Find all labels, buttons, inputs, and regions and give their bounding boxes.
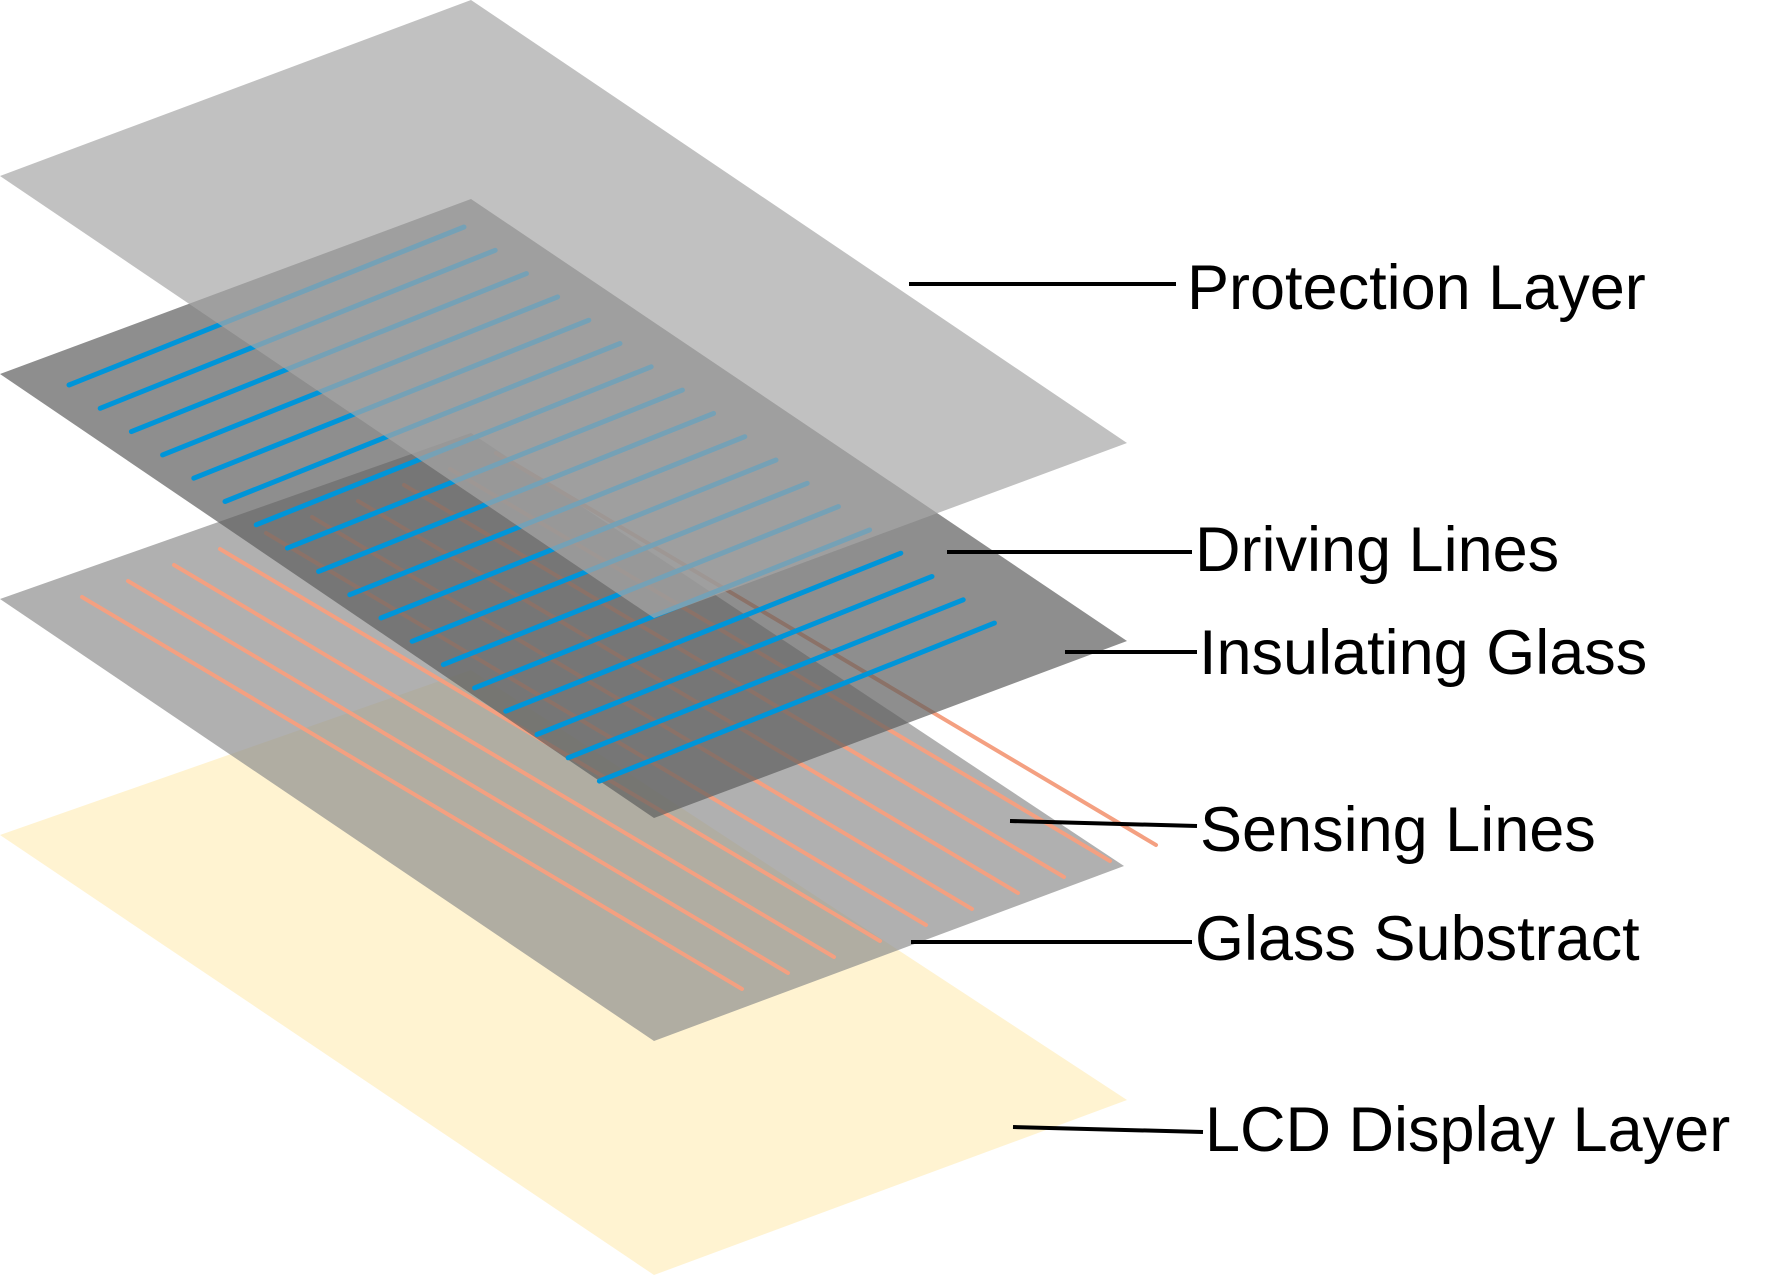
driving-line (565, 597, 966, 761)
insulating-glass-label: Insulating Glass (1199, 618, 1647, 688)
lcd-display-layer-label: LCD Display Layer (1205, 1095, 1730, 1165)
glass-substract-label: Glass Substract (1195, 904, 1640, 974)
sensing-lines-label: Sensing Lines (1200, 795, 1596, 865)
protection-layer-label: Protection Layer (1187, 253, 1646, 323)
sensing-lines-leader (1009, 819, 1198, 828)
sensing-line (172, 563, 836, 959)
protection-layer (0, 0, 1127, 618)
driving-line (596, 620, 997, 784)
sensing-line (126, 579, 790, 975)
driving-lines-label: Driving Lines (1195, 515, 1559, 585)
driving-line (503, 550, 904, 714)
driving-line (534, 574, 935, 737)
lcd-display-layer-leader (1012, 1125, 1204, 1134)
sensing-line (80, 595, 744, 991)
